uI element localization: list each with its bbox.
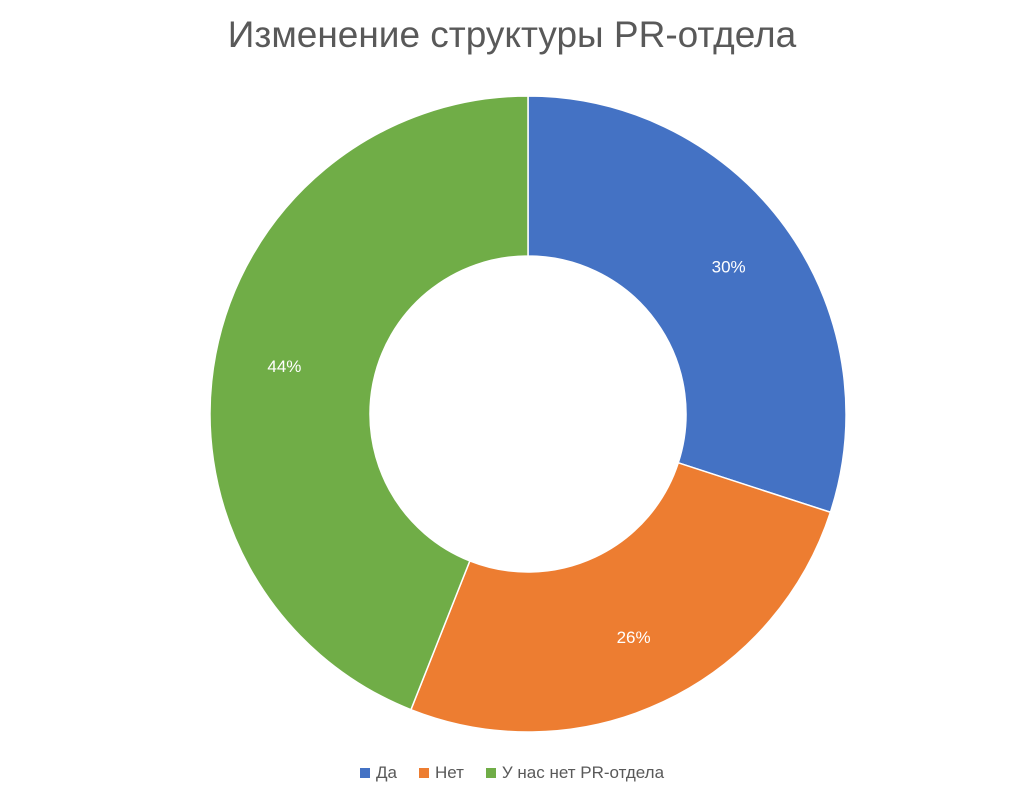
data-label-no: 26% <box>617 628 651 647</box>
chart-legend: Да Нет У нас нет PR-отдела <box>0 763 1024 783</box>
data-label-no-pr-department: 44% <box>267 357 301 376</box>
legend-label-no: Нет <box>434 763 464 782</box>
legend-label-yes: Да <box>375 763 397 782</box>
legend-item-yes: Да <box>359 763 397 783</box>
data-label-yes: 30% <box>712 258 746 277</box>
legend-swatch-no <box>418 768 429 778</box>
legend-swatch-no-pr-department <box>485 768 496 778</box>
legend-label-no-pr-department: У нас нет PR-отдела <box>501 763 665 782</box>
donut-slice-yes <box>527 95 847 514</box>
legend-item-no-pr-department: У нас нет PR-отдела <box>485 763 665 783</box>
donut-slice-no <box>409 461 832 733</box>
legend-swatch-yes <box>359 768 370 778</box>
donut-slice-no-pr-department <box>209 95 529 711</box>
legend-item-no: Нет <box>418 763 464 783</box>
chart-title: Изменение структуры PR-отдела <box>227 14 797 55</box>
